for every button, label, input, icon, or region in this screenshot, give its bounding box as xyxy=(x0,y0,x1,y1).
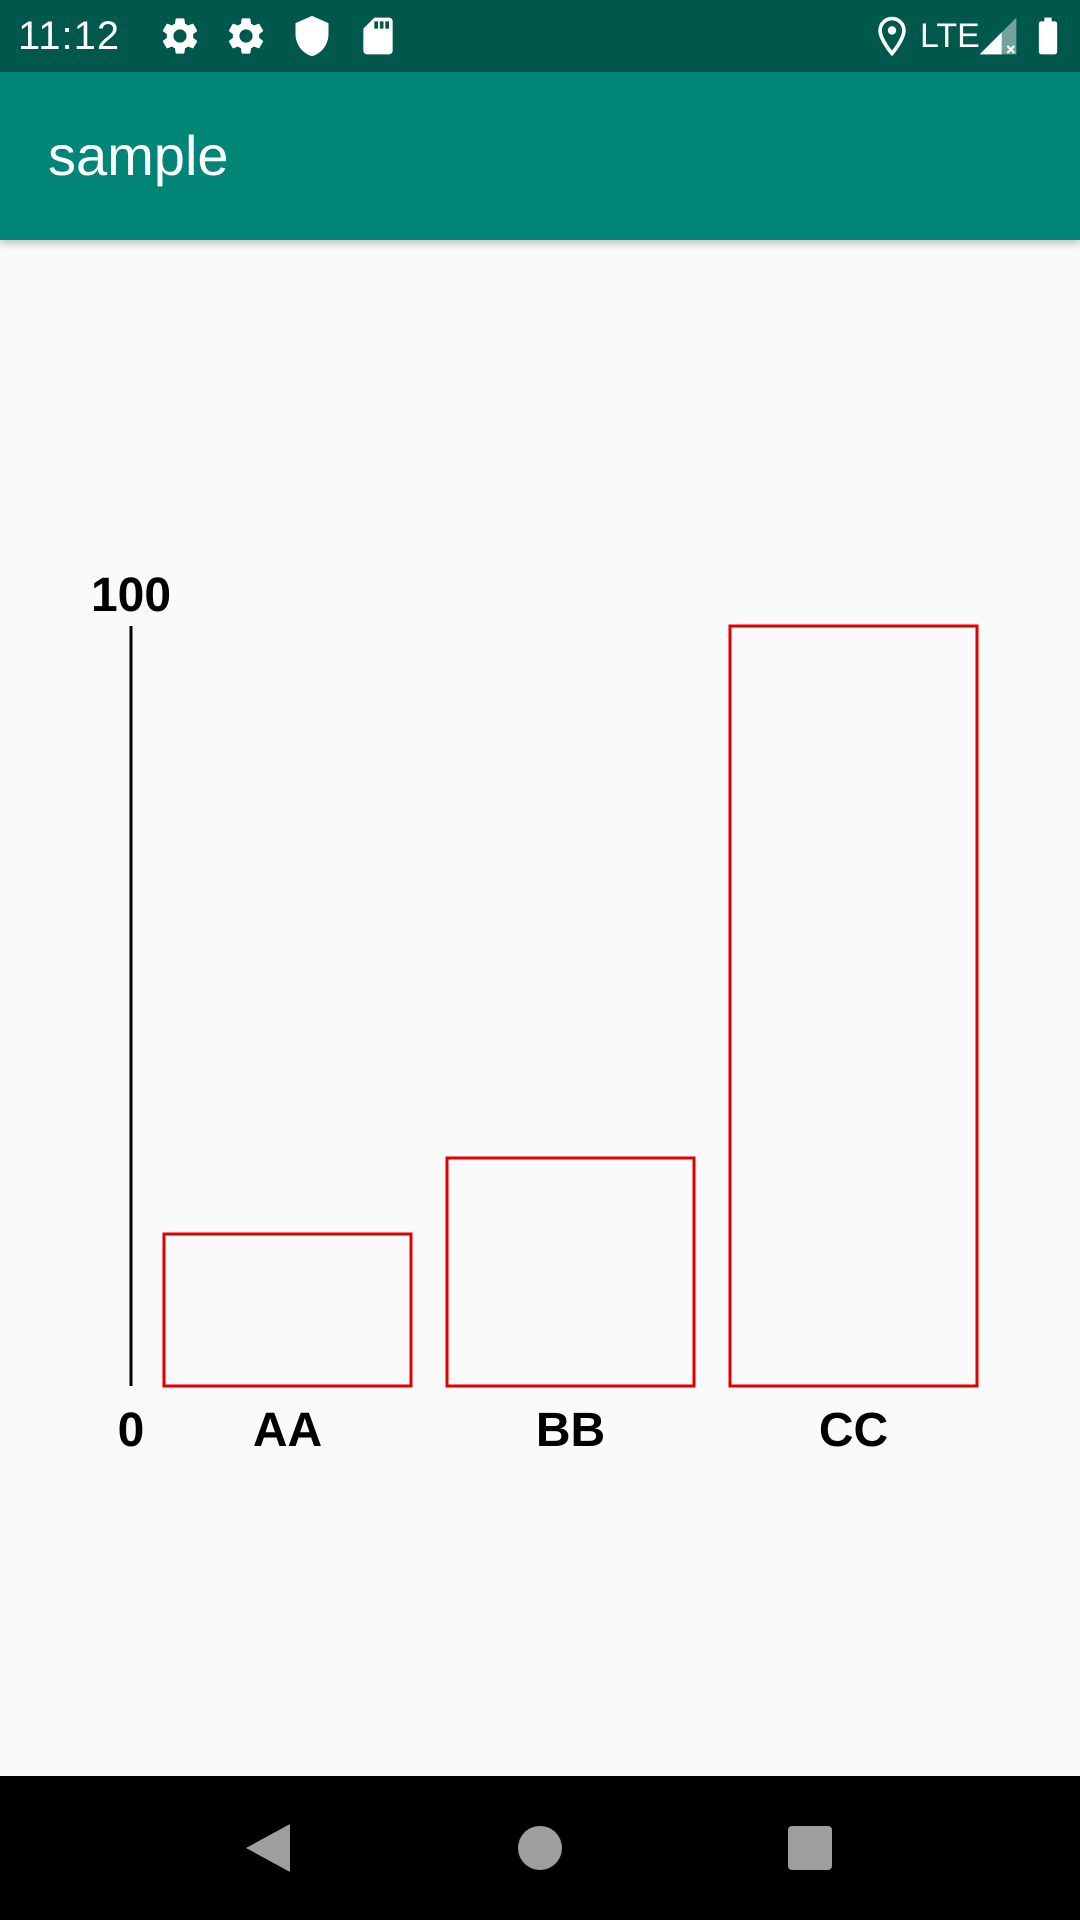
shield-icon xyxy=(290,14,334,58)
home-icon[interactable] xyxy=(504,1812,576,1884)
signal-icon xyxy=(976,14,1020,58)
recents-icon[interactable] xyxy=(774,1812,846,1884)
x-tick-label-aa: AA xyxy=(253,1404,322,1457)
y-tick-label-min: 0 xyxy=(118,1404,145,1457)
y-tick-label-max: 100 xyxy=(91,569,171,622)
bar-chart-svg: 100 0 AA BB CC xyxy=(91,569,979,1457)
status-bar: 11:12 LTE xyxy=(0,0,1080,72)
battery-icon xyxy=(1026,14,1070,58)
bars-group xyxy=(162,624,979,1388)
back-icon[interactable] xyxy=(232,1812,304,1884)
location-icon xyxy=(870,14,914,58)
app-title: sample xyxy=(48,124,229,187)
bar-chart: 100 0 AA BB CC xyxy=(0,240,1080,1776)
network-type: LTE xyxy=(920,17,980,55)
status-time: 11:12 xyxy=(18,14,121,58)
bar-cc xyxy=(728,624,979,1388)
category-labels-group: AA BB CC xyxy=(253,1404,888,1457)
app-bar: sample xyxy=(0,72,1080,240)
x-tick-label-cc: CC xyxy=(819,1404,888,1457)
bar-bb xyxy=(445,1156,696,1388)
x-tick-label-bb: BB xyxy=(536,1404,605,1457)
gear-icon xyxy=(158,14,202,58)
navigation-bar xyxy=(0,1776,1080,1920)
bar-aa xyxy=(162,1232,413,1388)
sd-card-icon xyxy=(356,14,400,58)
gear-icon xyxy=(224,14,268,58)
